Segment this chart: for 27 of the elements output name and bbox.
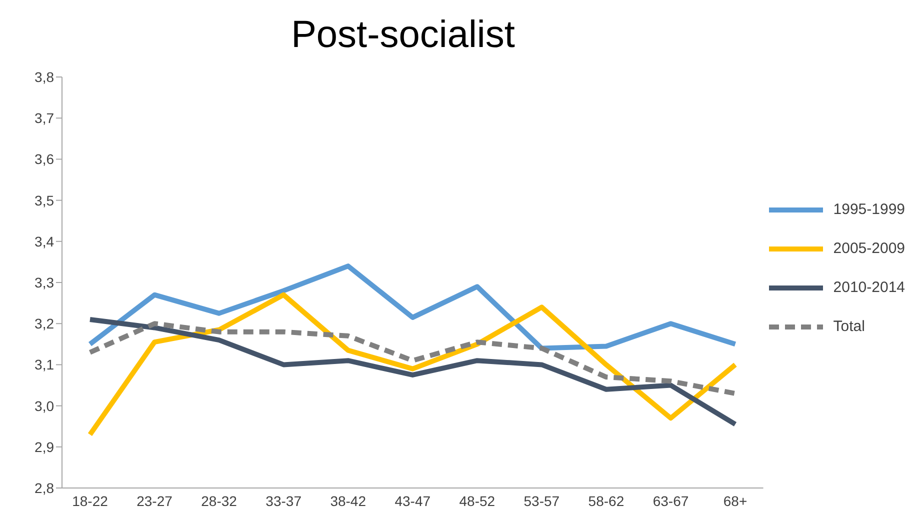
y-tick-label: 3,2: [34, 316, 54, 332]
y-tick-label: 3,1: [34, 356, 54, 373]
y-tick-label: 2,9: [34, 438, 54, 455]
y-tick-label: 3,7: [34, 110, 54, 126]
x-tick-label: 33-37: [266, 492, 302, 509]
legend-label: Total: [833, 318, 865, 335]
x-tick-label: 63-67: [652, 492, 689, 509]
y-tick-label: 3,4: [34, 233, 54, 250]
y-tick-label: 3,8: [34, 68, 54, 85]
y-tick-label: 3,3: [34, 274, 54, 290]
x-tick-label: 18-22: [72, 492, 108, 509]
x-tick-label: 23-27: [136, 492, 173, 509]
chart-title: Post-socialist: [290, 14, 516, 57]
y-tick-label: 3,5: [34, 192, 54, 208]
x-tick-label: 53-57: [524, 492, 560, 509]
y-tick-label: 3,0: [34, 398, 54, 414]
x-tick-label: 48-52: [459, 492, 496, 509]
x-tick-label: 68+: [723, 492, 748, 509]
legend-label: 2010-2014: [833, 279, 905, 296]
x-tick-label: 38-42: [330, 492, 366, 509]
y-tick-label: 2,8: [34, 480, 54, 496]
legend-label: 1995-1999: [833, 201, 905, 218]
y-tick-label: 3,6: [34, 151, 54, 168]
x-tick-label: 58-62: [588, 492, 624, 509]
legend-label: 2005-2009: [833, 240, 905, 257]
x-tick-label: 28-32: [201, 492, 238, 509]
x-tick-label: 43-47: [394, 492, 431, 509]
